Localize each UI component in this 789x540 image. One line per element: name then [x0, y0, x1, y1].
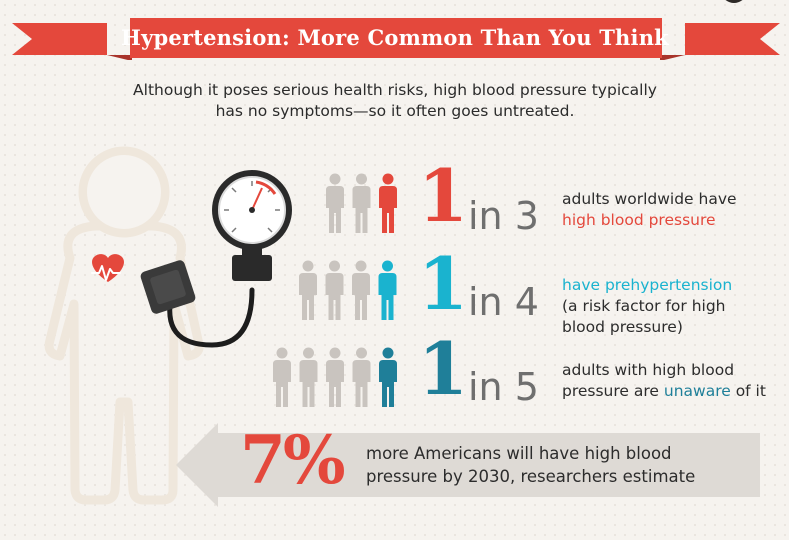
page-title: Hypertension: More Common Than You Think — [121, 25, 669, 50]
stat-2-text: have prehypertension (a risk factor for … — [562, 275, 732, 338]
stat-2-line-3: blood pressure) — [562, 318, 683, 336]
person-icon — [379, 173, 397, 233]
person-icon — [326, 347, 344, 407]
person-icon — [326, 173, 344, 233]
stat-3-number: 1 — [418, 326, 469, 411]
people-row-1-in-5 — [273, 347, 397, 407]
stat-2-in-text: in 4 — [468, 280, 539, 324]
bottom-line-2: pressure by 2030, researchers estimate — [366, 467, 696, 486]
banner-ribbon-right — [685, 23, 780, 55]
people-row-1-in-3 — [326, 173, 397, 233]
stat-3-text: adults with high blood pressure are unaw… — [562, 360, 766, 402]
percent-stat: 7% — [240, 421, 346, 499]
intro-text: Although it poses serious health risks, … — [90, 80, 700, 122]
corner-badge-icon — [725, 0, 743, 3]
person-icon — [273, 347, 291, 407]
body-fill — [87, 155, 161, 229]
intro-line-1: Although it poses serious health risks, … — [133, 81, 657, 99]
person-icon — [379, 347, 397, 407]
person-icon — [352, 347, 371, 407]
person-icon — [378, 260, 397, 320]
person-icon — [352, 173, 371, 233]
stat-3-in-text: in 5 — [468, 365, 539, 409]
stat-1-text: adults worldwide have high blood pressur… — [562, 189, 737, 231]
people-row-1-in-4 — [299, 260, 397, 320]
bottom-text: more Americans will have high blood pres… — [366, 442, 695, 488]
banner-fold-right — [660, 55, 685, 60]
bottom-line-1: more Americans will have high blood — [366, 444, 672, 463]
person-icon — [299, 260, 317, 320]
stat-3-line-2: pressure are unaware of it — [562, 381, 766, 402]
left-arrow-icon — [176, 423, 760, 507]
banner-fold-left — [107, 55, 132, 60]
stat-1-number: 1 — [418, 153, 469, 238]
stat-1-in-text: in 3 — [468, 194, 539, 238]
heart-icon — [91, 254, 124, 282]
title-banner — [12, 18, 780, 60]
stat-1-line-1: adults worldwide have — [562, 190, 737, 208]
blood-pressure-gauge-icon — [140, 170, 292, 348]
person-icon — [352, 260, 370, 320]
person-icon — [299, 347, 318, 407]
stat-2-line-1: have prehypertension — [562, 276, 733, 294]
stat-2-line-2: (a risk factor for high — [562, 297, 726, 315]
banner-main — [130, 18, 662, 58]
banner-ribbon-left — [12, 23, 107, 55]
intro-line-2: has no symptoms—so it often goes untreat… — [215, 102, 575, 120]
stat-2-number: 1 — [418, 241, 469, 326]
person-icon — [325, 260, 344, 320]
stat-3-line-2-prefix: pressure are — [562, 382, 664, 400]
stat-3-line-1: adults with high blood — [562, 361, 735, 379]
body-outline — [44, 146, 204, 505]
stat-3-unaware: unaware — [663, 382, 731, 400]
stat-3-line-2-suffix: of it — [730, 382, 766, 400]
stat-1-line-2: high blood pressure — [562, 211, 716, 229]
person-with-heart-icon — [44, 146, 292, 505]
